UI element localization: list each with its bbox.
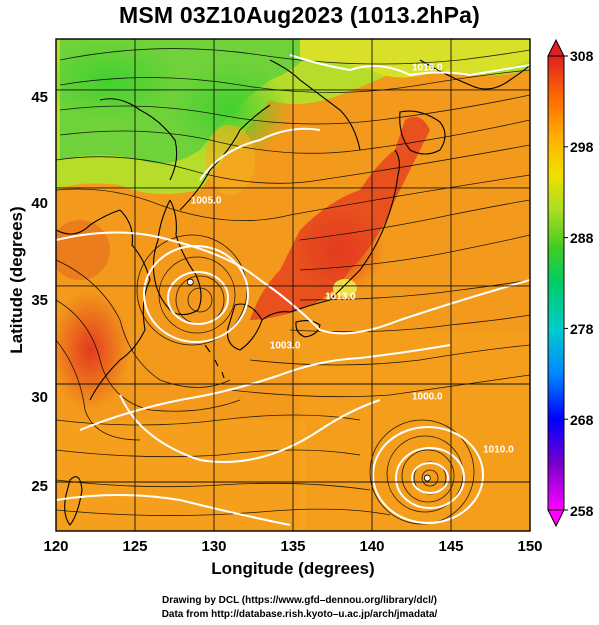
lat-tick-25: 25 <box>31 478 48 495</box>
isobar-label: 1005.0 <box>191 196 222 207</box>
lon-tick-125: 125 <box>122 538 148 555</box>
credit-data: Data from http://database.rish.kyoto–u.a… <box>161 609 438 620</box>
isobar-label: 1003.0 <box>270 341 301 352</box>
colorbar-tick-278: 278 <box>570 321 594 337</box>
y-axis-label: Latitude (degrees) <box>7 206 26 354</box>
colorbar-min-arrow <box>547 509 565 528</box>
lat-tick-45: 45 <box>31 89 48 106</box>
lat-tick-35: 35 <box>31 292 48 309</box>
feature-markers <box>186 278 431 482</box>
lon-tick-120: 120 <box>43 538 69 555</box>
lon-tick-145: 145 <box>438 538 464 555</box>
colorbar-gradient <box>547 55 565 511</box>
lon-tick-135: 135 <box>280 538 306 555</box>
colorbar-tick-288: 288 <box>570 230 594 246</box>
lat-tick-30: 30 <box>31 389 48 406</box>
storm-center-marker <box>186 278 194 286</box>
wind-streamlines <box>56 48 530 525</box>
lat-tick-40: 40 <box>31 195 48 212</box>
isobar-label: 1013.0 <box>325 292 356 303</box>
coastlines <box>56 59 530 526</box>
map-frame <box>55 38 531 532</box>
colorbar-tick-268: 268 <box>570 412 594 428</box>
temperature-field <box>56 39 530 531</box>
isobar-labels: 1016.0 1013.0 1003.0 1000.0 1005.0 1010.0 <box>191 62 514 455</box>
colorbar <box>547 38 568 528</box>
isobars <box>56 54 530 526</box>
colorbar-tick-258: 258 <box>570 503 594 519</box>
colorbar-tick-298: 298 <box>570 139 594 155</box>
x-axis-label: Longitude (degrees) <box>211 559 375 578</box>
colorbar-tick-308: 308 <box>570 48 594 64</box>
storm-center-marker <box>423 474 431 482</box>
figure-title: MSM 03Z10Aug2023 (1013.2hPa) <box>119 2 480 28</box>
lon-tick-140: 140 <box>359 538 385 555</box>
credit-drawing: Drawing by DCL (https://www.gfd–dennou.o… <box>161 595 437 606</box>
isobar-label: 1010.0 <box>483 445 514 456</box>
lon-tick-150: 150 <box>517 538 543 555</box>
isobar-label: 1016.0 <box>412 62 443 73</box>
isobar-label: 1000.0 <box>412 392 443 403</box>
lon-tick-130: 130 <box>201 538 227 555</box>
colorbar-max-arrow <box>547 38 565 57</box>
